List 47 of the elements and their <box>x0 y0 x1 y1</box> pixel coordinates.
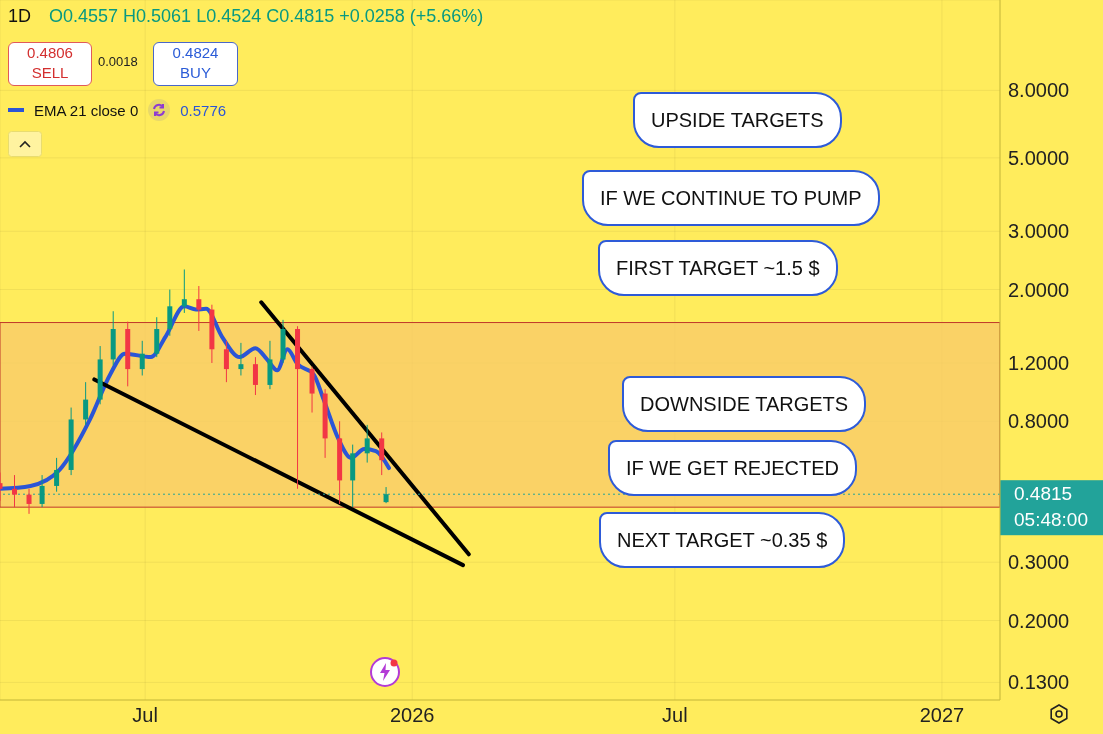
annotation: SELL <box>30 63 70 83</box>
candlestick <box>83 381 89 426</box>
y-tick-label: 3.0000 <box>1008 220 1070 243</box>
candlestick <box>139 340 145 376</box>
candlestick <box>364 424 370 464</box>
ref-line-label: 0.4815 <box>1014 483 1073 505</box>
buy-button: 0.4824 BUY <box>153 42 238 86</box>
candlestick <box>379 431 385 476</box>
candlestick <box>167 289 173 337</box>
sell-button: 0.4806 SELL <box>8 42 92 86</box>
y-tick-label: 2.0000 <box>1008 278 1070 301</box>
y-tick-label: 8.0000 <box>1008 79 1070 102</box>
annotation: FIRST TARGET ~1.5 $ <box>598 240 838 296</box>
annotation: NEXT TARGET ~0.35 $ <box>599 512 846 568</box>
candlestick <box>252 356 258 396</box>
candlestick <box>181 268 187 314</box>
annotation: 0.5776 <box>180 101 227 119</box>
text: 05:48:00 <box>1014 509 1088 531</box>
candlestick <box>383 486 389 504</box>
candlestick <box>238 342 244 376</box>
annotation: 0.4824 <box>171 43 220 63</box>
chart-subtitle: O0.4557 H0.5061 L0.4524 C0.4815 +0.0258 (+5.66%) <box>49 6 484 27</box>
annotation: DOWNSIDE TARGETS <box>622 376 867 432</box>
annotation: UPSIDE TARGETS <box>633 92 842 148</box>
y-tick-label: 0.3000 <box>1008 551 1070 574</box>
annotation: IF WE GET REJECTED <box>608 440 857 496</box>
candlestick <box>223 340 229 383</box>
candlestick <box>54 457 60 493</box>
x-tick-label: Jul <box>662 704 688 727</box>
y-tick-label: 0.1300 <box>1008 671 1070 694</box>
candlestick <box>12 474 18 508</box>
annotation: BUY <box>179 63 212 83</box>
candlestick <box>26 488 32 515</box>
annotation: IF WE CONTINUE TO PUMP <box>582 170 880 226</box>
candlestick <box>196 285 202 332</box>
y-tick-label: 1.2000 <box>1008 352 1070 375</box>
y-tick-label: 0.2000 <box>1008 609 1070 632</box>
x-tick-label: 2026 <box>389 704 435 727</box>
legend-label: EMA 21 close 0 <box>34 101 139 119</box>
y-tick-label: 5.0000 <box>1008 146 1070 169</box>
y-tick-label: 0.8000 <box>1008 410 1070 433</box>
x-tick-label: Jul <box>132 704 158 727</box>
annotation: 0.0018 <box>98 54 138 69</box>
annotation: 0.4806 <box>26 43 74 63</box>
chart-title: 1D <box>8 6 32 27</box>
x-tick-label: 2027 <box>919 704 965 727</box>
candlestick <box>39 474 45 508</box>
